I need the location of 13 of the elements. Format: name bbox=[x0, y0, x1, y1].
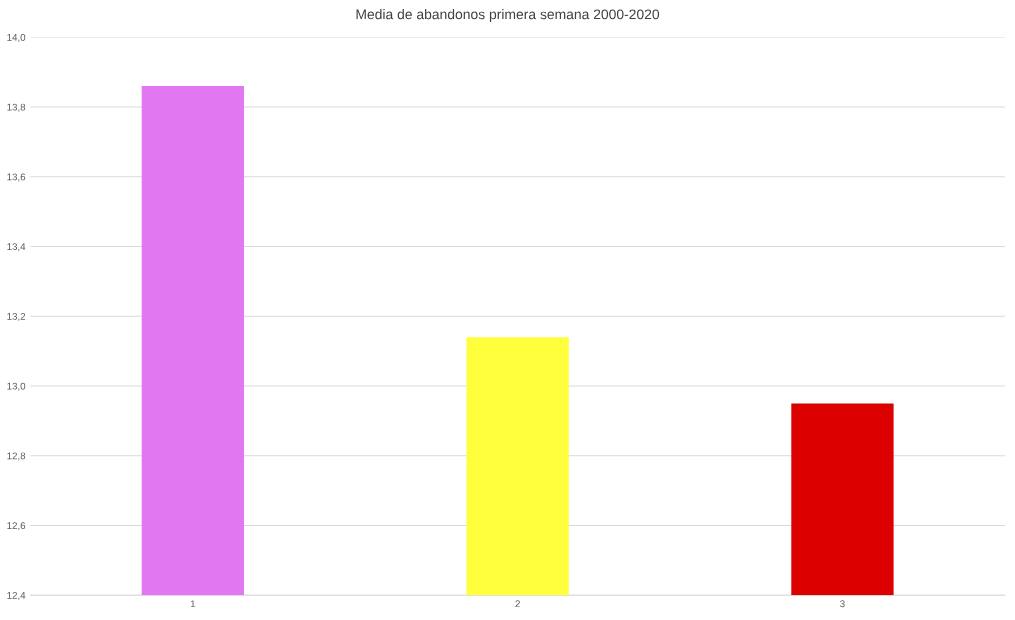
y-tick-label: 13,6 bbox=[7, 173, 26, 182]
x-tick-label: 3 bbox=[840, 600, 845, 608]
y-tick-label: 12,6 bbox=[7, 522, 26, 531]
y-tick-label: 14,0 bbox=[7, 33, 26, 42]
y-tick-label: 13,0 bbox=[7, 382, 26, 391]
y-tick-label: 12,8 bbox=[7, 452, 26, 461]
chart-title: Media de abandonos primera semana 2000-2020 bbox=[356, 9, 660, 22]
x-tick-label: 1 bbox=[190, 600, 196, 608]
y-tick-label: 13,4 bbox=[7, 243, 26, 252]
y-tick-label: 12,4 bbox=[7, 591, 26, 600]
y-tick-label: 13,8 bbox=[7, 103, 26, 112]
x-tick-label: 2 bbox=[515, 600, 520, 608]
y-tick-label: 13,2 bbox=[7, 312, 26, 321]
